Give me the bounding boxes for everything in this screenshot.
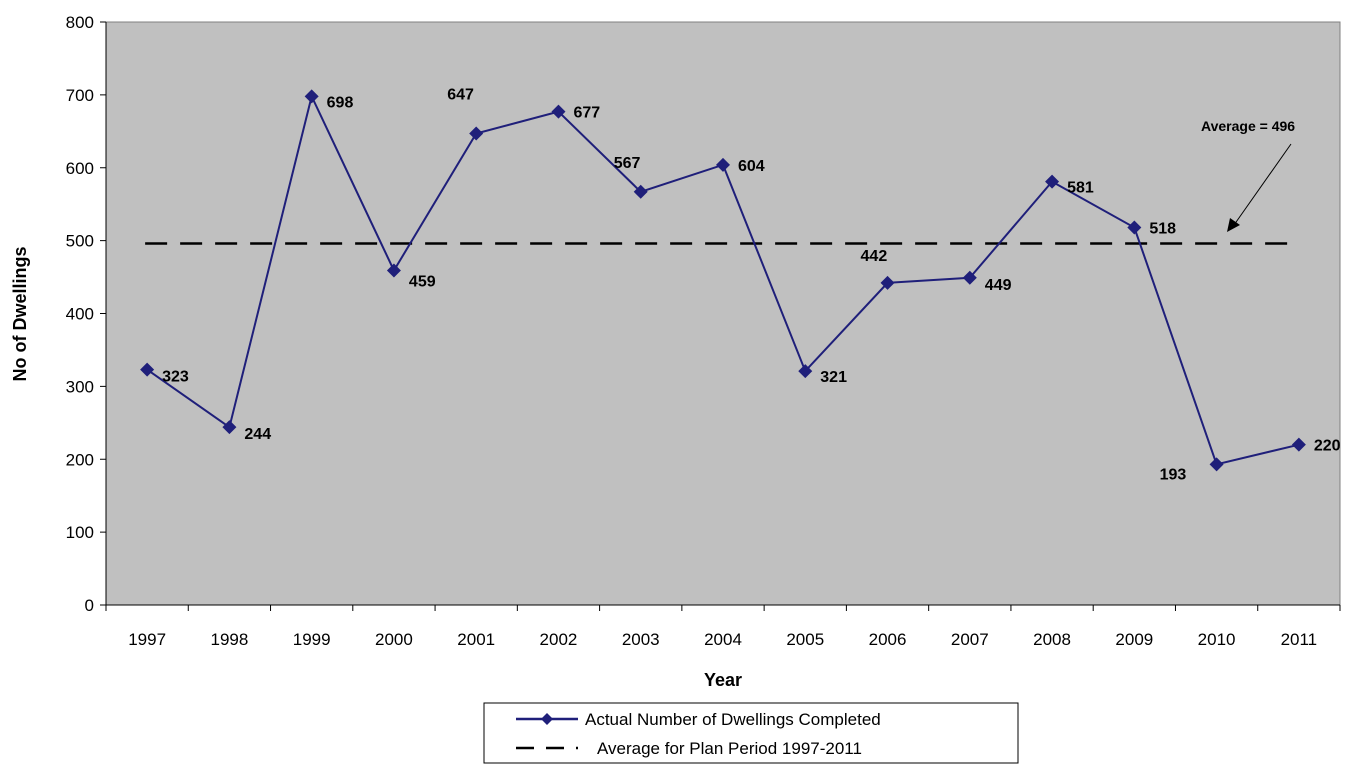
data-point-marker [222, 420, 237, 435]
data-point-marker [1291, 437, 1306, 452]
data-point-marker [880, 275, 895, 290]
data-label: 449 [985, 277, 1012, 294]
data-label: 698 [327, 94, 354, 111]
x-tick-label: 1997 [128, 630, 166, 649]
x-tick-label: 2006 [869, 630, 907, 649]
data-point-marker [716, 157, 730, 172]
legend-series-marker [541, 713, 553, 725]
x-axis-title: Year [704, 670, 742, 690]
y-tick-label: 0 [85, 596, 94, 615]
x-axis: 1997 1998 1999 2000 2001 2002 2003 2004 2005 2006… [105, 604, 1341, 649]
data-label: 518 [1149, 221, 1176, 238]
y-tick-label: 400 [66, 305, 94, 324]
y-tick-label: 500 [66, 232, 94, 251]
data-label: 244 [244, 426, 271, 443]
data-point-marker [304, 89, 319, 104]
plot-area [105, 21, 1341, 606]
x-tick-label: 1998 [210, 630, 248, 649]
y-tick-label: 800 [66, 13, 94, 32]
data-point-marker [962, 270, 977, 285]
y-axis: 0 100 200 300 400 500 600 700 800 [66, 13, 107, 615]
data-point-marker [798, 364, 813, 379]
x-tick-label: 2007 [951, 630, 989, 649]
data-label: 604 [738, 158, 765, 175]
data-point-marker [633, 184, 648, 199]
data-point-marker [469, 126, 484, 141]
data-label: 321 [820, 369, 847, 386]
x-tick-label: 2008 [1033, 630, 1071, 649]
average-annotation-text: Average = 496 [1201, 118, 1295, 134]
data-point-marker [1127, 220, 1142, 235]
y-tick-label: 100 [66, 523, 94, 542]
data-label: 442 [861, 248, 888, 265]
series-markers [140, 89, 1306, 472]
y-tick-label: 200 [66, 450, 94, 469]
legend: Actual Number of Dwellings Completed Ave… [483, 702, 1019, 764]
data-label: 459 [409, 274, 436, 291]
y-tick-label: 300 [66, 377, 94, 396]
data-point-marker [140, 362, 155, 377]
data-label: 567 [614, 155, 641, 172]
data-label: 220 [1314, 438, 1341, 455]
data-labels: 323 244 698 459 647 677 567 604 321 442 449 581 518 1… [162, 86, 1341, 483]
legend-series-label: Actual Number of Dwellings Completed [585, 710, 881, 729]
data-label: 581 [1067, 180, 1094, 197]
average-annotation-arrow [1233, 143, 1292, 226]
data-label: 323 [162, 369, 189, 386]
data-point-marker [1209, 457, 1224, 472]
data-label: 677 [573, 105, 600, 122]
x-tick-label: 2011 [1281, 630, 1318, 649]
data-point-marker [551, 104, 566, 119]
x-tick-label: 2004 [704, 630, 742, 649]
data-label: 193 [1160, 466, 1187, 483]
y-tick-label: 600 [66, 159, 94, 178]
data-point-marker [386, 263, 401, 278]
x-tick-label: 2001 [457, 630, 495, 649]
y-tick-label: 700 [66, 86, 94, 105]
x-tick-label: 2002 [540, 630, 578, 649]
data-point-marker [1045, 174, 1060, 189]
x-tick-label: 2009 [1115, 630, 1153, 649]
legend-average-label: Average for Plan Period 1997-2011 [597, 739, 862, 758]
x-tick-label: 2005 [786, 630, 824, 649]
x-tick-label: 2010 [1198, 630, 1236, 649]
x-tick-label: 1999 [293, 630, 331, 649]
data-label: 647 [447, 86, 474, 103]
x-tick-label: 2000 [375, 630, 413, 649]
average-annotation-arrowhead [1227, 218, 1240, 232]
average-annotation: Average = 496 [1201, 118, 1295, 232]
y-axis-title: No of Dwellings [10, 247, 30, 382]
x-tick-label: 2003 [622, 630, 660, 649]
legend-box [483, 702, 1019, 764]
